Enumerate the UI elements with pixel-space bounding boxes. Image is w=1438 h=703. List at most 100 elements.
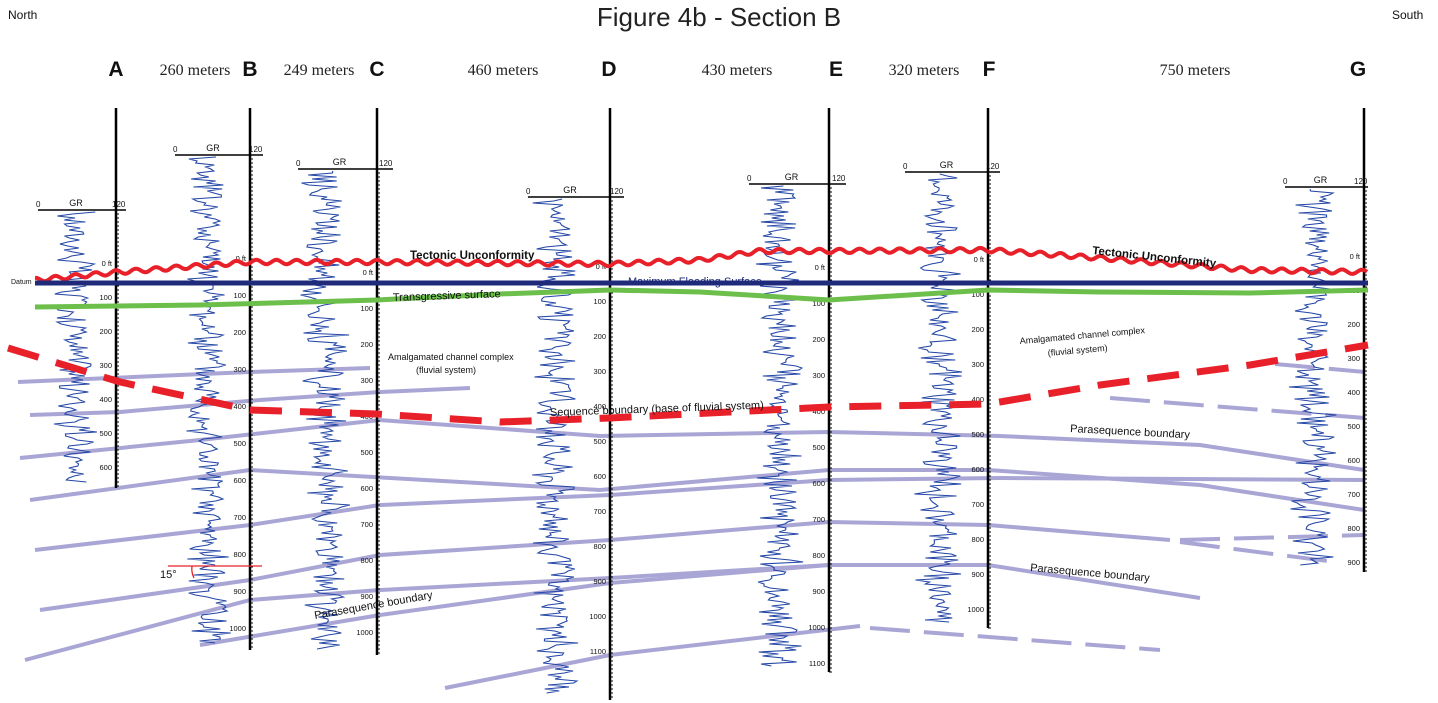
depth-label: 1000 — [808, 623, 825, 632]
depth-label: 800 — [971, 535, 984, 544]
well-label-e: E — [828, 58, 844, 81]
gr-scale-min: 0 — [173, 145, 178, 154]
well-label-f: F — [982, 58, 996, 81]
depth-label: 900 — [593, 577, 606, 586]
gr-log-name: GR — [1314, 175, 1328, 185]
well-label-g: G — [1349, 58, 1367, 81]
gamma-ray-log-curve — [914, 173, 963, 623]
depth-label: 600 — [233, 476, 246, 485]
depth-label: 400 — [99, 395, 112, 404]
gr-log-name: GR — [940, 160, 954, 170]
depth-label: 300 — [360, 376, 373, 385]
depth-label: 400 — [812, 407, 825, 416]
depth-label: 500 — [233, 439, 246, 448]
depth-label: 300 — [971, 360, 984, 369]
depth-label: 700 — [971, 500, 984, 509]
gr-scale-max: 120 — [112, 200, 126, 209]
depth-label: 400 — [1347, 388, 1360, 397]
depth-label: 700 — [233, 513, 246, 522]
tectonic-unconformity-line — [34, 245, 1369, 284]
depth-label: 0 ft — [363, 268, 374, 277]
depth-label: 600 — [360, 484, 373, 493]
depth-label: 100 — [233, 291, 246, 300]
transgressive-surface-label: Transgressive surface — [393, 288, 501, 304]
depth-label: 400 — [971, 395, 984, 404]
tectonic-unconformity-label-right: Tectonic Unconformity — [1092, 245, 1218, 270]
datum-label: Datum — [11, 279, 32, 286]
gr-scale-max: 120 — [379, 159, 393, 168]
gamma-ray-logs — [53, 156, 1337, 694]
channel-complex-label-left-line1: Amalgamated channel complex — [388, 352, 514, 362]
parasequence-boundary-dashed — [869, 626, 1161, 652]
distance-c-d: 460 meters — [467, 62, 539, 79]
depth-label: 300 — [812, 371, 825, 380]
depth-label: 600 — [812, 479, 825, 488]
depth-label: 300 — [99, 361, 112, 370]
gr-scale-max: 120 — [610, 187, 624, 196]
depth-label: 0 ft — [1350, 252, 1361, 261]
gr-log-name: GR — [333, 157, 347, 167]
gamma-ray-log-curve — [532, 198, 579, 694]
depth-label: 1100 — [590, 647, 606, 656]
channel-complex-label-left-line2: (fluvial system) — [416, 365, 476, 375]
depth-label: 800 — [812, 551, 825, 560]
parasequence-boundary-line — [444, 624, 861, 690]
channel-complex-label-right-line2: (fluvial system) — [1047, 343, 1108, 358]
depth-label: 400 — [593, 402, 606, 411]
depth-label: 0 ft — [236, 254, 247, 263]
gr-scale-max: 120 — [1354, 177, 1368, 186]
gamma-ray-log-curve — [53, 211, 97, 483]
depth-label: 500 — [1347, 422, 1360, 431]
gr-log-name: GR — [785, 172, 799, 182]
well-label-a: A — [108, 58, 124, 81]
gamma-ray-log-curve — [186, 156, 231, 644]
depth-label: 0 ft — [596, 262, 607, 271]
tectonic-unconformity-label-left: Tectonic Unconformity — [410, 250, 535, 262]
depth-label: 900 — [233, 587, 246, 596]
well-bores: 0 GR 120 0 ft 100 200 300 400 500 600 0 GR 120 0 ft 10… — [36, 108, 1368, 700]
depth-label: 900 — [812, 587, 825, 596]
depth-label: 200 — [812, 335, 825, 344]
depth-label: 800 — [233, 550, 246, 559]
well-label-b: B — [242, 58, 258, 81]
depth-label: 100 — [812, 299, 825, 308]
depth-label: 300 — [233, 365, 246, 374]
distance-a-b: 260 meters — [159, 62, 231, 79]
depth-label: 300 — [1347, 354, 1360, 363]
depth-label: 800 — [360, 556, 373, 565]
depth-label: 200 — [593, 332, 606, 341]
depth-label: 100 — [360, 304, 373, 313]
gr-log-name: GR — [206, 143, 220, 153]
dip-angle-arc — [191, 565, 195, 579]
south-label: South — [1392, 8, 1424, 22]
distance-f-g: 750 meters — [1159, 62, 1231, 79]
depth-label: 500 — [593, 437, 606, 446]
parasequence-boundary-line — [19, 417, 1365, 472]
depth-label: 100 — [99, 293, 112, 302]
well-label-d: D — [601, 58, 617, 81]
depth-label: 200 — [971, 325, 984, 334]
depth-label: 500 — [99, 429, 112, 438]
gamma-ray-log-curve — [755, 185, 804, 667]
depth-label: 600 — [971, 465, 984, 474]
gr-scale-min: 0 — [747, 174, 752, 183]
depth-label: 0 ft — [102, 259, 113, 268]
maximum-flooding-surface-label: Maximum Flooding Surface — [628, 276, 762, 288]
depth-label: 700 — [1347, 490, 1360, 499]
depth-label: 400 — [233, 402, 246, 411]
gr-scale-min: 0 — [1283, 177, 1288, 186]
gr-log-name: GR — [563, 185, 577, 195]
distance-d-e: 430 meters — [701, 62, 773, 79]
transgressive-surface-line — [34, 287, 1369, 310]
depth-label: 900 — [1347, 558, 1360, 567]
depth-label: 1000 — [589, 612, 606, 621]
sequence-boundary-line — [6, 341, 1369, 426]
gr-scale-max: 120 — [249, 145, 263, 154]
gr-scale-max: 120 — [986, 162, 1000, 171]
depth-label: 300 — [593, 367, 606, 376]
depth-label: 1000 — [229, 624, 246, 633]
depth-label: 600 — [593, 472, 606, 481]
figure-title: Figure 4b - Section B — [596, 2, 842, 32]
